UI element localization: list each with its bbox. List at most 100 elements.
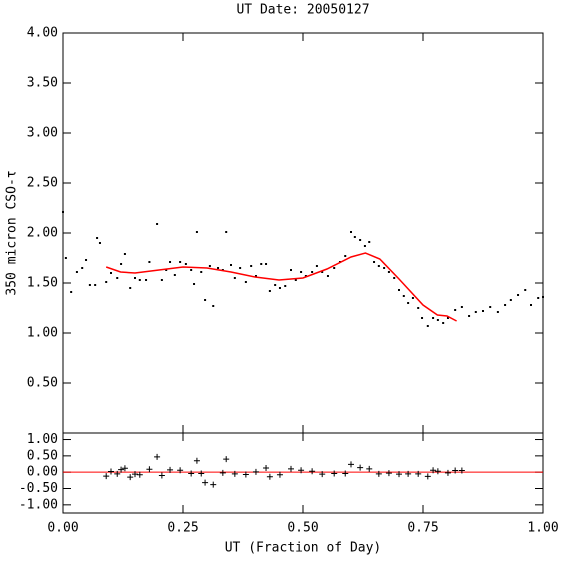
residual-point	[263, 464, 270, 471]
residual-point	[415, 470, 422, 477]
data-point	[326, 275, 329, 277]
data-point	[204, 299, 207, 301]
data-point	[402, 295, 405, 297]
data-point	[265, 263, 268, 265]
data-point	[300, 271, 303, 273]
data-point	[482, 310, 484, 312]
data-point	[268, 290, 271, 292]
data-point	[278, 287, 281, 289]
residual-point	[405, 470, 412, 477]
residual-point	[366, 465, 373, 472]
data-point	[368, 241, 371, 243]
residual-point	[188, 470, 195, 477]
data-point	[98, 242, 101, 244]
residual-point	[136, 471, 143, 478]
data-point	[217, 267, 220, 269]
residual-point	[202, 479, 209, 486]
data-point	[156, 223, 159, 225]
residual-point	[108, 468, 114, 475]
data-point	[426, 325, 429, 327]
data-point	[200, 271, 203, 273]
data-point	[116, 277, 119, 279]
x-tick-label: 1.00	[527, 521, 558, 536]
residual-point	[177, 467, 184, 474]
residual-point	[342, 470, 349, 477]
data-point	[165, 269, 168, 271]
y-tick-label: 3.00	[27, 126, 58, 141]
residual-point	[276, 471, 283, 478]
y-tick-label: 1.50	[27, 276, 58, 291]
residual-point	[198, 470, 205, 477]
x-tick-label: 0.00	[47, 521, 78, 536]
y-tick-label: 3.50	[27, 76, 58, 91]
residual-point	[127, 474, 134, 481]
data-point	[138, 279, 141, 281]
residual-point	[266, 473, 273, 480]
data-point	[244, 281, 247, 283]
data-point	[517, 294, 520, 296]
residual-point	[242, 471, 249, 478]
data-point	[304, 275, 307, 277]
data-point	[88, 284, 91, 286]
data-point	[496, 311, 499, 313]
fit-line	[105, 252, 457, 322]
y-tick-label: -0.50	[19, 481, 58, 496]
data-point	[225, 231, 228, 233]
data-point	[81, 267, 84, 269]
data-point	[105, 281, 108, 283]
x-tick-label: 0.75	[407, 521, 438, 536]
x-tick-label: 0.50	[287, 521, 318, 536]
residual-point	[331, 470, 338, 477]
residual-point	[158, 472, 165, 479]
data-point	[333, 267, 336, 269]
residual-point	[385, 470, 392, 477]
data-point	[239, 267, 242, 269]
data-point	[96, 237, 99, 239]
residual-point	[424, 473, 431, 480]
y-tick-label: 2.50	[27, 176, 58, 191]
y-tick-label: 0.50	[27, 448, 58, 463]
data-point	[129, 287, 132, 289]
residual-point	[434, 468, 441, 475]
residual-point	[210, 481, 217, 488]
data-point	[284, 285, 287, 287]
data-point	[460, 306, 463, 308]
y-tick-label: 1.00	[27, 432, 58, 447]
data-point	[393, 277, 396, 279]
data-point	[195, 231, 198, 233]
residual-point	[357, 464, 364, 471]
data-point	[359, 239, 362, 241]
residual-point	[298, 467, 305, 474]
data-point	[70, 291, 73, 293]
residual-point	[231, 470, 238, 477]
data-point	[110, 272, 112, 274]
residual-point	[309, 468, 316, 475]
data-point	[350, 231, 352, 233]
residual-point	[458, 467, 465, 474]
residual-point	[121, 465, 128, 472]
data-point	[524, 289, 527, 291]
data-point	[294, 279, 297, 281]
residual-point	[146, 466, 153, 473]
residual-point	[114, 470, 121, 477]
data-point	[193, 283, 196, 285]
residual-point	[348, 461, 354, 468]
residual-point	[219, 469, 226, 476]
data-point	[417, 307, 420, 309]
y-tick-label: 0.00	[27, 465, 58, 480]
data-point	[344, 255, 347, 257]
residual-point	[223, 456, 230, 463]
residual-point	[167, 466, 174, 473]
y-tick-label: 0.50	[27, 376, 58, 391]
data-point	[62, 211, 64, 213]
data-point	[173, 274, 176, 276]
data-point	[145, 279, 148, 281]
residual-point	[430, 467, 437, 474]
data-point	[274, 284, 277, 286]
data-point	[208, 265, 211, 267]
data-point	[509, 299, 512, 301]
residual-point	[103, 473, 110, 480]
residual-point	[154, 453, 161, 460]
data-point	[75, 271, 78, 273]
